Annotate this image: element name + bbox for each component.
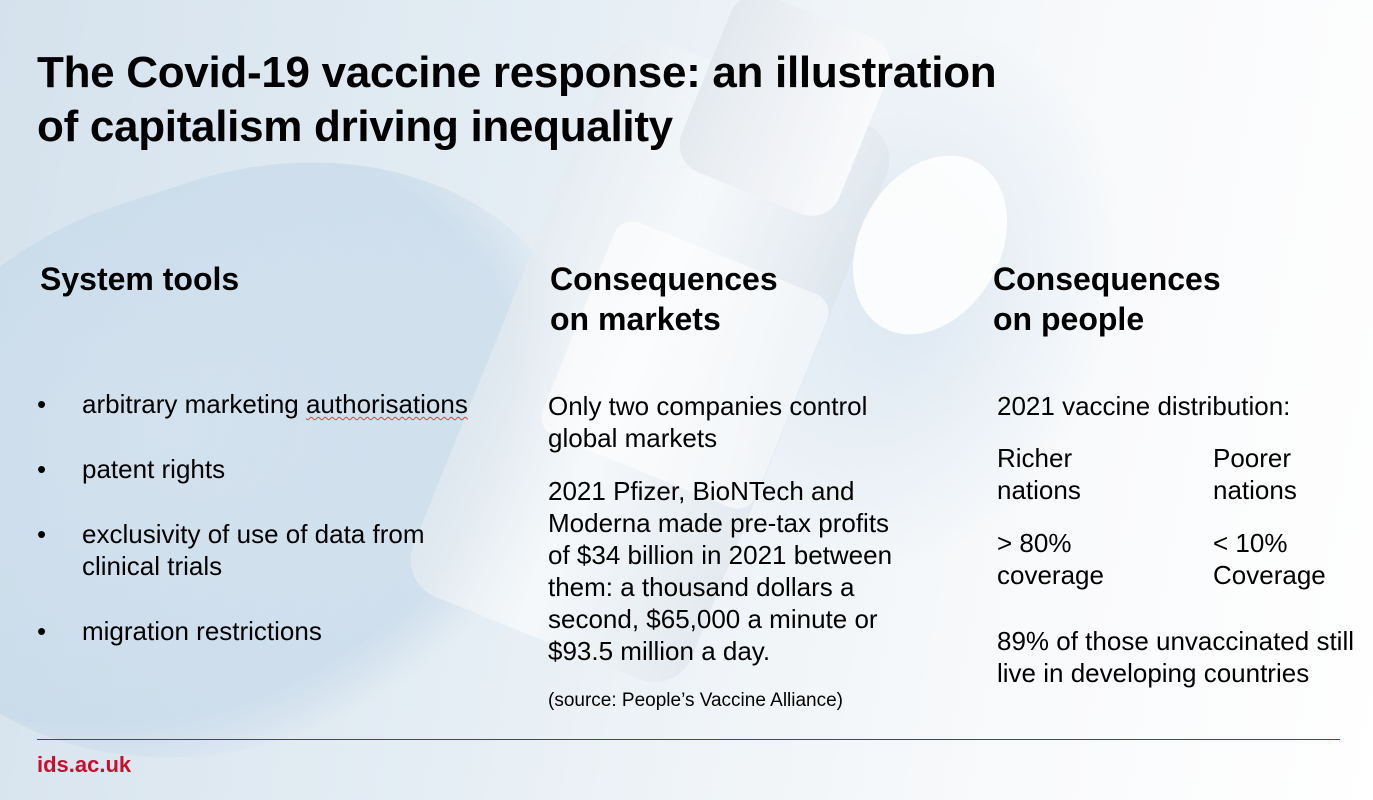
markets-heading: Consequences on markets xyxy=(550,261,778,337)
list-item: patent rights xyxy=(37,453,477,485)
markets-paragraph: Only two companies control global market… xyxy=(548,391,868,453)
list-item: arbitrary marketing authorisations xyxy=(37,388,477,420)
list-item-text: exclusivity of use of data from clinical… xyxy=(82,519,425,581)
profits-paragraph: 2021 Pfizer, BioNTech and Moderna made p… xyxy=(548,476,893,666)
source-note: (source: People’s Vaccine Alliance) xyxy=(548,690,844,711)
list-item-text: migration restrictions xyxy=(82,616,322,646)
unvaccinated-note: 89% of those unvaccinated still live in … xyxy=(997,626,1354,688)
richer-nations-coverage: > 80% coverage xyxy=(997,528,1104,590)
list-item-text: patent rights xyxy=(82,454,226,484)
list-item-text: arbitrary marketing xyxy=(82,389,306,419)
spellcheck-flagged-word: authorisations xyxy=(305,389,468,419)
people-heading: Consequences on people xyxy=(993,261,1221,337)
system-tools-list: arbitrary marketing authorisations paten… xyxy=(37,388,477,680)
footer-divider xyxy=(37,739,1340,740)
list-item: exclusivity of use of data from clinical… xyxy=(37,518,477,582)
list-item: migration restrictions xyxy=(37,615,477,647)
poorer-nations-label: Poorer nations xyxy=(1213,443,1297,505)
poorer-nations-coverage: < 10% Coverage xyxy=(1213,528,1326,590)
richer-nations-label: Richer nations xyxy=(997,443,1081,505)
footer-website: ids.ac.uk xyxy=(37,752,132,777)
system-tools-heading: System tools xyxy=(40,261,240,297)
slide-title: The Covid-19 vaccine response: an illust… xyxy=(37,48,997,151)
distribution-intro: 2021 vaccine distribution: xyxy=(997,391,1291,421)
